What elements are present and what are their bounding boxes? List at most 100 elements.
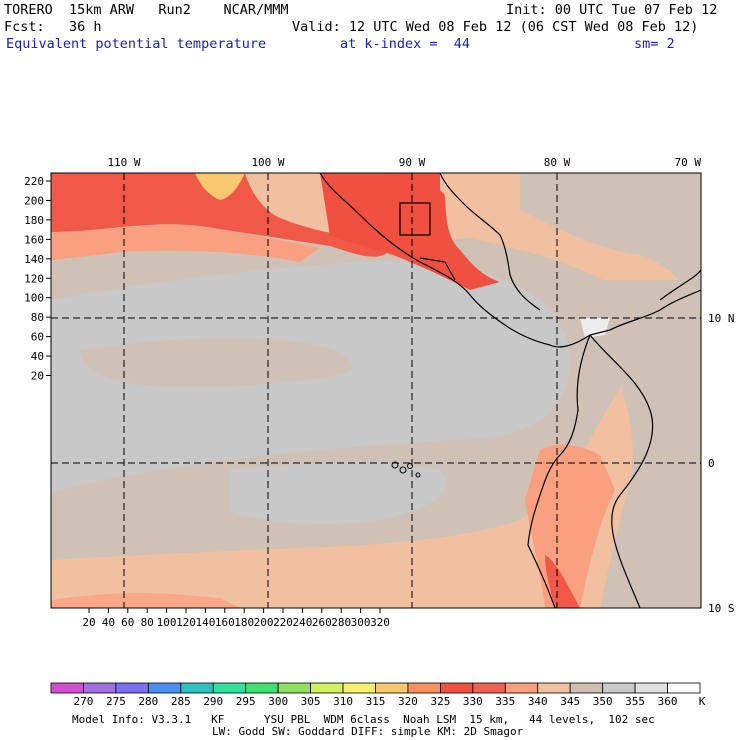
y-tick-label: 80 — [31, 311, 44, 324]
colorbar-label: 345 — [560, 695, 580, 708]
forecast-hour: Fcst: 36 h — [4, 19, 102, 35]
colorbar-swatch — [147, 682, 182, 694]
colorbar-label: 355 — [625, 695, 645, 708]
x-tick-label: 60 — [121, 616, 134, 629]
colorbar-label: 325 — [430, 695, 450, 708]
x-tick-label: 220 — [273, 616, 293, 629]
x-tick-label: 200 — [254, 616, 274, 629]
field-name: Equivalent potential temperature — [6, 36, 267, 52]
colorbar-swatch — [407, 682, 441, 694]
field-region-340-nw — [51, 225, 320, 262]
lat-label: 10 N — [708, 312, 735, 325]
south-america-coast — [527, 334, 591, 608]
x-tick-label: 40 — [102, 616, 115, 629]
colorbar-label: 310 — [333, 695, 353, 708]
colorbar-label: 320 — [398, 695, 418, 708]
field-region-345-south — [51, 548, 560, 608]
colorbar-swatch — [212, 682, 247, 694]
coastlines — [319, 173, 701, 608]
x-tick-label: 300 — [351, 616, 371, 629]
country-borders — [399, 202, 456, 281]
lon-label: 70 W — [675, 156, 702, 169]
y-tick-label: 140 — [24, 253, 44, 266]
colorbar-label: 295 — [236, 695, 256, 708]
venezuela-coast — [659, 269, 701, 301]
colorbar-swatch — [50, 682, 84, 694]
x-tick-label: 240 — [292, 616, 312, 629]
colorbar-label: 280 — [138, 695, 158, 708]
x-tick-label: 260 — [312, 616, 332, 629]
y-tick-label: 160 — [24, 233, 44, 246]
colorbar-swatch — [569, 682, 604, 694]
x-tick-label: 20 — [82, 616, 95, 629]
lon-label: 110 W — [107, 156, 140, 169]
grid-x-axis: 20 40 60 80 100 120 140 160 180 200 220 240 260 280 30… — [82, 608, 390, 629]
y-tick-label: 20 — [31, 370, 44, 383]
y-tick-label: 180 — [24, 214, 44, 227]
colorbar-label: 290 — [203, 695, 223, 708]
colorbar-label: 305 — [301, 695, 321, 708]
colorbar-label: 270 — [74, 695, 94, 708]
pacific-coast-central-america — [319, 173, 701, 348]
colorbar-label: 275 — [106, 695, 126, 708]
valid-time: Valid: 12 UTC Wed 08 Feb 12 (06 CST Wed … — [292, 19, 699, 35]
colorbar-unit: K — [699, 695, 706, 708]
colorbar-label: 330 — [463, 695, 483, 708]
interior-borders — [589, 334, 654, 608]
colorbar-swatch — [83, 682, 117, 694]
theta-e-field — [51, 173, 701, 608]
init-time: Init: 00 UTC Tue 07 Feb 12 — [506, 2, 718, 18]
colorbar-label: 315 — [366, 695, 386, 708]
map-frame — [50, 172, 702, 609]
colorbar-swatch — [245, 682, 279, 694]
smoothing-info: sm= 2 — [634, 36, 675, 52]
colorbar-swatch — [439, 682, 474, 694]
graticule — [51, 173, 701, 608]
colorbar-label: 340 — [528, 695, 548, 708]
colorbar-swatch — [504, 682, 539, 694]
colorbar-swatch — [375, 682, 409, 694]
field-region-330-nw — [51, 173, 390, 257]
colorbar-label: 350 — [593, 695, 613, 708]
lat-label: 10 S — [708, 602, 735, 615]
field-region-355b — [230, 462, 447, 525]
field-region-caribbean — [520, 173, 701, 300]
model-run-title: TORERO 15km ARW Run2 NCAR/MMM — [4, 2, 289, 18]
colorbar-swatch — [310, 682, 344, 694]
y-tick-label: 40 — [31, 350, 44, 363]
x-tick-label: 320 — [370, 616, 390, 629]
colorbar-swatch — [667, 682, 701, 694]
y-tick-label: 100 — [24, 292, 44, 305]
lon-label: 90 W — [399, 156, 426, 169]
x-tick-label: 280 — [331, 616, 351, 629]
x-tick-label: 180 — [234, 616, 254, 629]
x-tick-label: 100 — [157, 616, 177, 629]
field-region-350b — [80, 338, 352, 387]
field-region-325-central-america — [320, 173, 500, 290]
x-tick-label: 80 — [141, 616, 154, 629]
colorbar-label: 285 — [171, 695, 191, 708]
model-info-line2: LW: Godd SW: Goddard DIFF: simple KM: 2D… — [212, 725, 524, 738]
y-tick-label: 60 — [31, 331, 44, 344]
colorbar-swatch — [602, 682, 636, 694]
lat-label: 0 — [708, 457, 715, 470]
field-region-315-peak — [195, 173, 245, 200]
field-region-360 — [580, 318, 610, 338]
model-info-line1: Model Info: V3.3.1 KF YSU PBL WDM 6class… — [72, 713, 655, 726]
field-region-gulf — [440, 173, 521, 207]
lon-label: 80 W — [544, 156, 571, 169]
colorbar-swatch — [634, 682, 668, 694]
y-tick-label: 200 — [24, 194, 44, 207]
x-tick-label: 120 — [176, 616, 196, 629]
colorbar-swatch — [277, 682, 311, 694]
field-region-330-peru — [545, 555, 580, 608]
colorbar-label: 335 — [495, 695, 515, 708]
caribbean-coast — [439, 173, 541, 311]
grid-y-axis: 220 200 180 160 140 120 100 80 60 40 20 — [24, 175, 51, 383]
x-tick-label: 140 — [195, 616, 215, 629]
y-tick-label: 220 — [24, 175, 44, 188]
lon-label: 100 W — [251, 156, 284, 169]
colorbar-swatch — [472, 682, 506, 694]
colorbar: 270 275 280 285 290 295 300 305 310 315 320 325 330 3… — [50, 682, 706, 708]
